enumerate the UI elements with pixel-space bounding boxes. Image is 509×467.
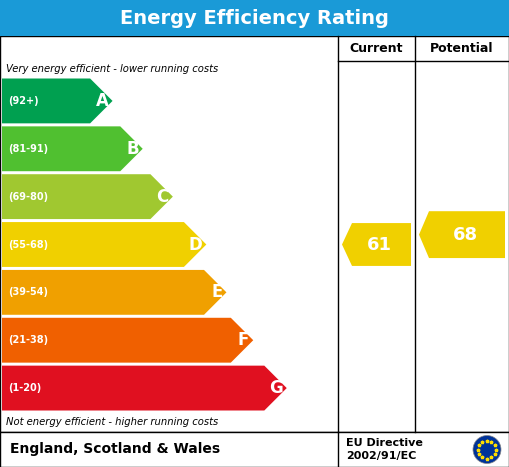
Polygon shape (2, 127, 143, 171)
Text: Not energy efficient - higher running costs: Not energy efficient - higher running co… (6, 417, 218, 427)
Polygon shape (2, 78, 112, 123)
Text: E: E (211, 283, 222, 301)
Text: G: G (269, 379, 283, 397)
Polygon shape (342, 223, 411, 266)
Text: (92+): (92+) (8, 96, 39, 106)
Text: B: B (126, 140, 138, 158)
Text: C: C (157, 188, 169, 205)
Text: (55-68): (55-68) (8, 240, 48, 249)
Bar (0, 36, 509, 432)
Text: F: F (238, 331, 249, 349)
Text: D: D (189, 235, 203, 254)
Text: EU Directive: EU Directive (346, 439, 423, 448)
Text: A: A (96, 92, 108, 110)
Polygon shape (419, 211, 505, 258)
Text: 68: 68 (453, 226, 477, 244)
Polygon shape (2, 270, 227, 315)
Bar (0, 432, 509, 467)
Bar (0, 0, 509, 36)
Text: Current: Current (350, 42, 403, 55)
Text: (81-91): (81-91) (8, 144, 48, 154)
Text: (21-38): (21-38) (8, 335, 48, 345)
Text: (1-20): (1-20) (8, 383, 41, 393)
Polygon shape (2, 318, 253, 363)
Polygon shape (2, 366, 287, 410)
Text: (39-54): (39-54) (8, 287, 48, 297)
Text: 61: 61 (367, 235, 392, 254)
Text: 2002/91/EC: 2002/91/EC (346, 451, 416, 460)
Text: England, Scotland & Wales: England, Scotland & Wales (10, 443, 220, 457)
Text: Potential: Potential (430, 42, 494, 55)
Polygon shape (2, 174, 173, 219)
Circle shape (473, 436, 501, 464)
Polygon shape (2, 222, 206, 267)
Text: Energy Efficiency Rating: Energy Efficiency Rating (120, 8, 389, 28)
Text: Very energy efficient - lower running costs: Very energy efficient - lower running co… (6, 64, 218, 74)
Text: (69-80): (69-80) (8, 191, 48, 202)
